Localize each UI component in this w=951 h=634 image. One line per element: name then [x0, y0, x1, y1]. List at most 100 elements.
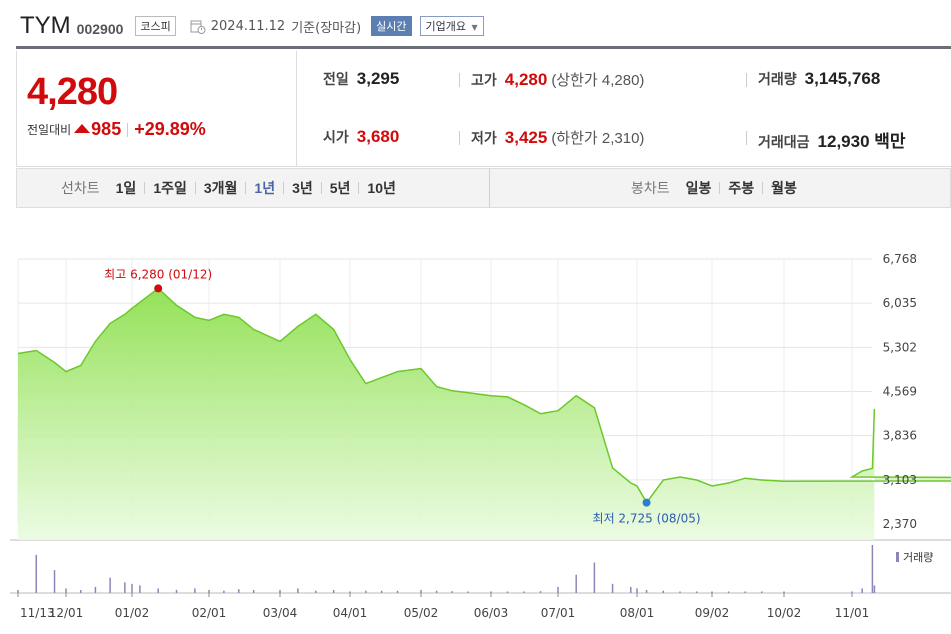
- volume-bar: [35, 554, 38, 593]
- prev-close-label: 전일: [323, 71, 349, 87]
- volume-bar: [662, 590, 665, 593]
- volume-bar: [557, 586, 559, 593]
- change-row: 전일대비 985 +29.89%: [27, 119, 206, 140]
- amount-value: 12,930 백만: [817, 132, 906, 151]
- chevron-down-icon: ▼: [471, 23, 478, 32]
- line-period-tab-1[interactable]: 1주일: [153, 180, 187, 196]
- tab-divider: [283, 182, 285, 194]
- volume-bar: [365, 590, 367, 593]
- date-info: 2024.11.12 기준(장마감): [190, 17, 361, 36]
- x-tick-label: 03/04: [263, 606, 298, 620]
- line-chart-title: 선차트: [61, 180, 100, 196]
- current-price: 4,280: [27, 71, 118, 113]
- y-tick-label: 5,302: [883, 340, 917, 354]
- line-period-tab-5[interactable]: 5년: [329, 180, 351, 196]
- price-chart: 6,768 6,035 5,302 4,569 3,836 3,103 2,370 11/1…: [10, 252, 951, 620]
- volume-bar: [124, 582, 126, 593]
- volume-bar: [53, 570, 56, 593]
- open-label: 시가: [323, 129, 349, 145]
- change-value: 985: [91, 119, 122, 139]
- tab-split: [489, 169, 490, 207]
- price-line: [17, 287, 951, 504]
- calendar-clock-icon: [190, 20, 206, 34]
- stat-divider: [746, 73, 747, 87]
- volume-bar: [435, 590, 438, 593]
- volume-bar: [727, 591, 730, 593]
- tab-divider: [762, 182, 764, 194]
- x-tick-label: 12/01: [49, 606, 84, 620]
- line-period-tab-3[interactable]: 1년: [254, 180, 276, 196]
- high-marker: [154, 284, 163, 293]
- market-badge: 코스피: [135, 16, 176, 36]
- volume-bar: [711, 591, 713, 593]
- line-period-tab-6[interactable]: 10년: [367, 180, 396, 196]
- volume-bar: [194, 588, 196, 593]
- volume-bar: [783, 591, 785, 593]
- volume-bar: [593, 562, 596, 593]
- volume-bar: [396, 590, 399, 593]
- stat-amount: 거래대금 12,930 백만: [758, 127, 906, 152]
- candle-period-tab-1[interactable]: 주봉: [728, 180, 755, 196]
- up-arrow-icon: [74, 124, 91, 133]
- volume-bar: [539, 591, 542, 593]
- change-label: 전일대비: [27, 123, 72, 137]
- volume-bar: [636, 588, 638, 593]
- stat-open: 시가 3,680: [323, 127, 399, 147]
- x-tick-label: 10/02: [767, 606, 802, 620]
- volume-bar: [380, 590, 383, 593]
- company-overview-button[interactable]: 기업개요 ▼: [419, 16, 484, 36]
- volume-bar: [760, 591, 763, 593]
- y-tick-label: 3,836: [883, 429, 917, 443]
- upper-limit: (상한가 4,280): [551, 72, 645, 89]
- volume-bar: [871, 545, 874, 593]
- x-tick-label: 08/01: [620, 606, 655, 620]
- stat-low: 저가 3,425 (하한가 2,310): [471, 127, 644, 148]
- candle-period-tab-0[interactable]: 일봉: [685, 180, 712, 196]
- price-area-fill: [18, 288, 951, 540]
- header-divider: [16, 46, 951, 49]
- x-tick-label: 09/02: [695, 606, 730, 620]
- volume-bar: [223, 590, 225, 593]
- stock-header: TYM 002900 코스피 2024.11.12 기준(장마감) 실시간 기업…: [20, 8, 951, 44]
- realtime-button[interactable]: 실시간: [371, 16, 412, 36]
- volume-bar: [139, 585, 141, 593]
- y-tick-label: 6,768: [883, 252, 917, 266]
- high-value: 4,280: [504, 70, 548, 89]
- volume-bar: [506, 591, 509, 593]
- date-text: 2024.11.12: [210, 18, 286, 34]
- y-tick-label: 4,569: [883, 385, 917, 399]
- volume-bar: [65, 588, 67, 593]
- volume-bar: [523, 591, 525, 593]
- high-label: 고가: [471, 72, 497, 88]
- volume-bar: [332, 589, 335, 593]
- volume-bar: [79, 589, 82, 593]
- volume-bar: [131, 583, 133, 593]
- y-tick-label: 6,035: [883, 296, 917, 310]
- line-period-tab-0[interactable]: 1일: [115, 180, 137, 196]
- low-annotation: 최저 2,725 (08/05): [593, 512, 701, 526]
- period-tabs: 선차트 1일 1주일 3개월 1년 3년 5년 10년 봉차트 일봉 주봉 월봉: [16, 168, 951, 208]
- volume-bar: [208, 589, 210, 593]
- basis-text: 기준(장마감): [291, 20, 362, 36]
- tab-divider: [245, 182, 247, 194]
- volume-bar: [611, 583, 614, 593]
- volume-bar: [17, 589, 19, 593]
- overview-label: 기업개요: [425, 20, 467, 33]
- lower-limit: (하한가 2,310): [551, 130, 645, 147]
- volume-bar: [109, 577, 111, 593]
- volume-bar: [861, 588, 863, 593]
- x-tick-label: 01/02: [115, 606, 150, 620]
- volume-legend-label: 거래량: [903, 551, 933, 564]
- volume-legend-swatch: [896, 552, 899, 562]
- stock-name: TYM: [20, 12, 71, 39]
- stat-high: 고가 4,280 (상한가 4,280): [471, 69, 644, 90]
- line-period-tab-4[interactable]: 3년: [292, 180, 313, 196]
- candle-period-tab-2[interactable]: 월봉: [771, 180, 797, 196]
- line-period-tab-2[interactable]: 3개월: [203, 180, 238, 196]
- volume-bar: [175, 589, 178, 593]
- price-summary: 4,280 전일대비 985 +29.89% 전일 3,295 고가 4,280…: [16, 51, 951, 167]
- prev-close-value: 3,295: [356, 69, 400, 88]
- x-tick-label: 05/02: [404, 606, 439, 620]
- volume-bar: [315, 590, 317, 593]
- volume-bar: [238, 589, 240, 593]
